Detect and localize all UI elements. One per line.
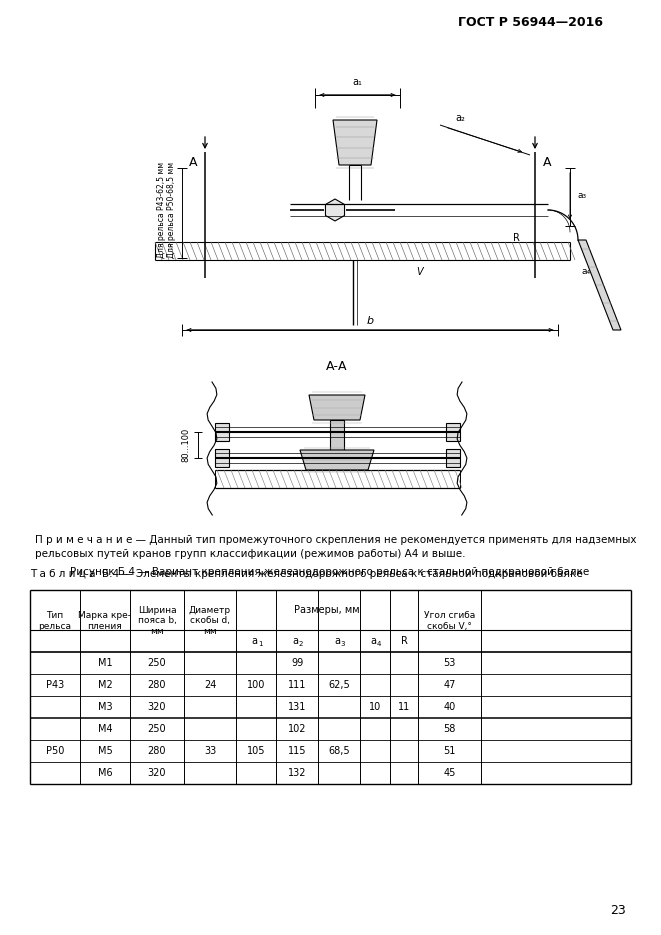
Text: П р и м е ч а н и е — Данный тип промежуточного скрепления не рекомендуется прим: П р и м е ч а н и е — Данный тип промежу… [35,535,637,545]
Text: 115: 115 [288,746,306,756]
Text: 80...100: 80...100 [182,428,190,462]
Bar [446,423,460,441]
Text: a: a [370,636,376,646]
Text: 47: 47 [444,680,455,690]
Text: a: a [292,636,298,646]
Text: рельсовых путей кранов групп классификации (режимов работы) А4 и выше.: рельсовых путей кранов групп классификац… [35,549,465,559]
Polygon shape [325,199,344,221]
Text: 51: 51 [444,746,455,756]
Text: 1: 1 [258,641,262,647]
Text: М3: М3 [98,702,112,712]
Text: 280: 280 [148,680,167,690]
Text: А-А: А-А [327,361,348,373]
Text: 4: 4 [377,641,381,647]
Text: 100: 100 [247,680,265,690]
Text: a: a [251,636,257,646]
Text: 53: 53 [444,658,455,668]
Text: V: V [416,267,423,277]
Text: 250: 250 [147,658,167,668]
Polygon shape [300,450,374,470]
Text: 250: 250 [147,724,167,734]
Text: Для рельса Р50-68,5 мм: Для рельса Р50-68,5 мм [167,162,176,258]
Text: a₃: a₃ [578,192,587,200]
Text: Р50: Р50 [46,746,64,756]
Text: М5: М5 [98,746,112,756]
Text: 33: 33 [204,746,216,756]
Text: Размеры, мм: Размеры, мм [294,605,360,615]
Text: a₁: a₁ [352,77,362,87]
Text: 45: 45 [444,768,455,778]
Bar [215,423,229,441]
Bar [330,420,344,450]
Text: М2: М2 [98,680,112,690]
Text: 11: 11 [398,702,410,712]
Text: 62,5: 62,5 [328,680,350,690]
Text: 280: 280 [148,746,167,756]
Text: 131: 131 [288,702,306,712]
Text: Рисунок Б.4 — Вариант крепления железнодорожного рельса к стальной подкрановой б: Рисунок Б.4 — Вариант крепления железнод… [70,567,590,577]
Bar [446,449,460,467]
Text: 58: 58 [444,724,455,734]
Text: a₂: a₂ [455,113,465,123]
Text: 10: 10 [369,702,381,712]
Text: a: a [334,636,340,646]
Text: 40: 40 [444,702,455,712]
Text: 111: 111 [288,680,306,690]
Text: Диаметр
скобы d,
мм: Диаметр скобы d, мм [189,606,231,636]
Polygon shape [333,120,377,165]
Text: 105: 105 [247,746,265,756]
Text: 320: 320 [148,702,167,712]
Polygon shape [309,395,365,420]
Text: 24: 24 [204,680,216,690]
Text: А: А [188,155,197,168]
Text: ГОСТ Р 56944—2016: ГОСТ Р 56944—2016 [457,16,602,28]
Text: 68,5: 68,5 [329,746,350,756]
Text: a₄: a₄ [582,267,591,277]
Polygon shape [578,240,621,330]
Text: 23: 23 [610,903,626,916]
Text: 3: 3 [341,641,345,647]
Text: М6: М6 [98,768,112,778]
Text: Угол сгиба
скобы V,°: Угол сгиба скобы V,° [424,611,475,631]
Text: 99: 99 [291,658,303,668]
Text: 102: 102 [288,724,306,734]
Text: b: b [366,316,373,326]
Text: Тип
рельса: Тип рельса [38,611,71,631]
Text: Для рельса Р43-62,5 мм: Для рельса Р43-62,5 мм [157,162,167,258]
Bar [215,449,229,467]
Text: 132: 132 [288,768,306,778]
Text: R: R [512,233,520,243]
Text: R: R [401,636,407,646]
Text: Ширина
пояса b,
мм: Ширина пояса b, мм [137,606,176,636]
Text: Р43: Р43 [46,680,64,690]
Text: М1: М1 [98,658,112,668]
Text: Марка кре-
пления: Марка кре- пления [79,611,132,631]
Text: 2: 2 [299,641,303,647]
Text: 320: 320 [148,768,167,778]
Text: М4: М4 [98,724,112,734]
Text: А: А [543,155,551,168]
Text: Т а б л и ц а  Б.4 — Элементы крепления железнодорожного рельса к стальной подкр: Т а б л и ц а Б.4 — Элементы крепления ж… [30,569,583,579]
